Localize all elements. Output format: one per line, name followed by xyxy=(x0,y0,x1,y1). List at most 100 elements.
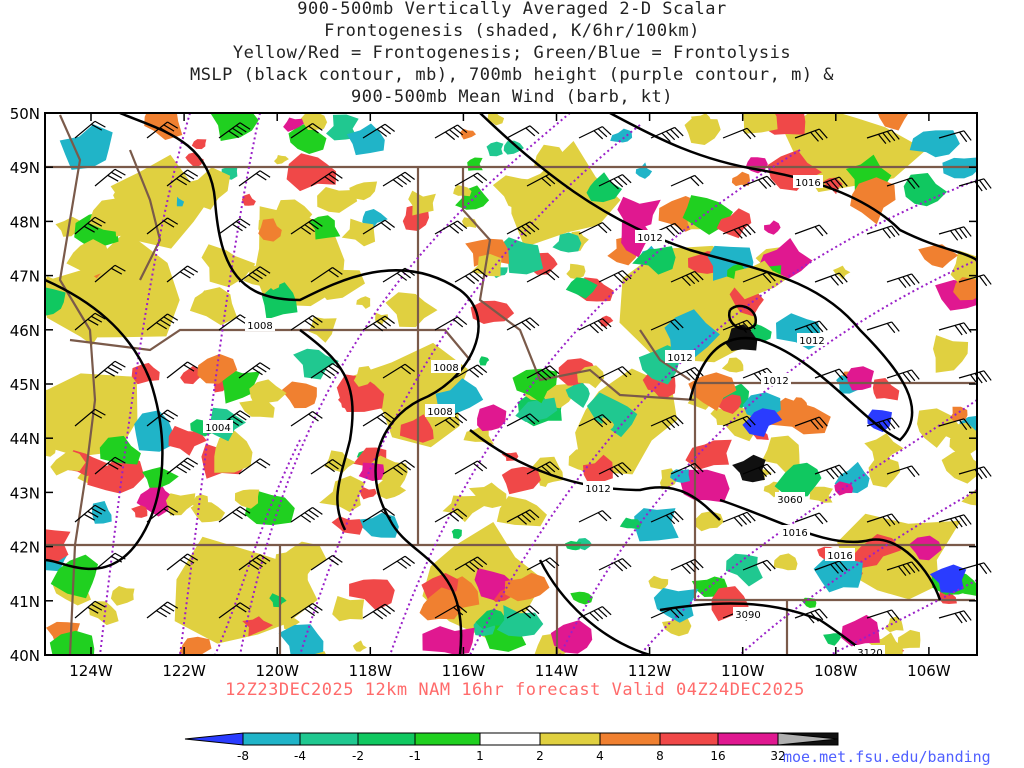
colorbar-label: 8 xyxy=(656,749,664,763)
wind-barb xyxy=(94,168,126,187)
wind-barb xyxy=(526,365,560,381)
lat-label: 50N xyxy=(10,105,40,123)
wind-barb xyxy=(218,122,251,139)
wind-barb xyxy=(742,175,776,189)
shade-cell xyxy=(877,113,909,131)
shade-cell xyxy=(45,287,66,316)
mslp-contours xyxy=(44,111,978,657)
wind-barb xyxy=(310,266,343,283)
shade-cell xyxy=(841,614,880,647)
wind-barb xyxy=(886,465,920,478)
wind-barb xyxy=(598,558,632,572)
shade-cell xyxy=(742,113,778,134)
shade-cell xyxy=(486,141,504,157)
lat-label: 40N xyxy=(10,647,40,665)
wind-barb xyxy=(938,130,972,143)
mslp-contour xyxy=(727,304,758,331)
shade-cell xyxy=(619,517,642,530)
shade-cell xyxy=(941,448,977,484)
shade-cell xyxy=(451,529,462,539)
wind-barb xyxy=(742,463,776,477)
wind-barb xyxy=(74,216,106,235)
colorbar-label: -2 xyxy=(352,749,364,763)
height-contour xyxy=(99,112,191,656)
lat-label: 49N xyxy=(10,159,40,177)
shade-cell xyxy=(356,296,371,309)
shade-cell xyxy=(180,366,204,385)
colorbar-cell xyxy=(539,732,601,746)
wind-barb xyxy=(814,464,848,480)
wind-barb xyxy=(670,366,704,381)
lat-label: 46N xyxy=(10,322,40,340)
shade-cell xyxy=(422,626,475,655)
wind-barb xyxy=(146,217,179,235)
shade-cell xyxy=(953,277,977,301)
svg-text:3060: 3060 xyxy=(777,495,802,506)
shade-cell xyxy=(45,231,180,338)
height-contour xyxy=(469,179,978,656)
shade-cell xyxy=(565,382,590,408)
shade-cell xyxy=(633,389,659,410)
mslp-label: 1012 xyxy=(665,350,695,364)
wind-barb xyxy=(794,224,828,237)
shade-cell xyxy=(823,633,841,646)
shade-cell xyxy=(868,457,901,488)
mslp-label: 1012 xyxy=(635,230,665,244)
wind-barb xyxy=(742,271,776,284)
mslp-label: 1004 xyxy=(203,420,233,434)
source-url[interactable]: moe.met.fsu.edu/banding xyxy=(783,748,991,766)
contour-labels: 1016 1012 1012 1012 1012 1008 1008 1008 1004 1016… xyxy=(203,175,885,659)
shade-cell xyxy=(190,494,208,507)
wind-barb xyxy=(886,561,920,577)
shade-cell xyxy=(866,632,903,655)
svg-text:1008: 1008 xyxy=(427,407,452,418)
colorbar-cell xyxy=(599,732,661,746)
wind-barb xyxy=(938,322,972,336)
shade-cell xyxy=(282,541,327,581)
wind-barb xyxy=(506,317,540,331)
colorbar-cell xyxy=(184,732,244,746)
border-line xyxy=(461,167,696,402)
mslp-contour xyxy=(119,111,480,656)
border-line xyxy=(639,329,691,381)
wind-barb xyxy=(166,169,199,187)
shade-cell xyxy=(867,409,892,433)
mslp-label: 1016 xyxy=(793,175,823,189)
wind-barb xyxy=(94,552,126,571)
wind-barb xyxy=(166,265,199,283)
shade-cell xyxy=(774,462,822,498)
wind-barb xyxy=(506,221,540,237)
shade-cell xyxy=(846,366,874,391)
wind-barb xyxy=(238,458,271,475)
wind-barb xyxy=(290,314,323,331)
wind-barb xyxy=(238,362,271,379)
shade-cell xyxy=(49,630,95,655)
shade-cell xyxy=(274,155,289,165)
wind-barb xyxy=(238,266,271,283)
colorbar-label: 1 xyxy=(476,749,484,763)
shade-cell xyxy=(349,181,378,201)
shade-cell xyxy=(278,624,324,655)
mslp-label: 1012 xyxy=(761,373,791,387)
wind-barb xyxy=(722,223,756,239)
wind-barb xyxy=(382,267,415,283)
colorbar-label: 32 xyxy=(770,749,785,763)
shade-cell xyxy=(731,171,750,187)
lat-label: 47N xyxy=(10,268,40,286)
mslp-contour xyxy=(719,498,942,601)
wind-barb xyxy=(506,605,540,619)
wind-barb xyxy=(670,270,704,287)
shade-cell xyxy=(442,495,485,523)
wind-barb xyxy=(382,363,415,379)
shade-cell xyxy=(809,486,833,503)
shade-cell xyxy=(191,139,207,150)
shade-cell xyxy=(553,199,590,227)
mslp-label: 1012 xyxy=(583,481,613,495)
mslp-label: 1012 xyxy=(797,333,827,347)
svg-text:1008: 1008 xyxy=(433,363,458,374)
wind-barb xyxy=(814,368,848,381)
wind-barb xyxy=(218,602,251,619)
colorbar-label: 4 xyxy=(596,749,604,763)
shade-cell xyxy=(742,408,783,437)
shade-cell xyxy=(950,406,968,422)
